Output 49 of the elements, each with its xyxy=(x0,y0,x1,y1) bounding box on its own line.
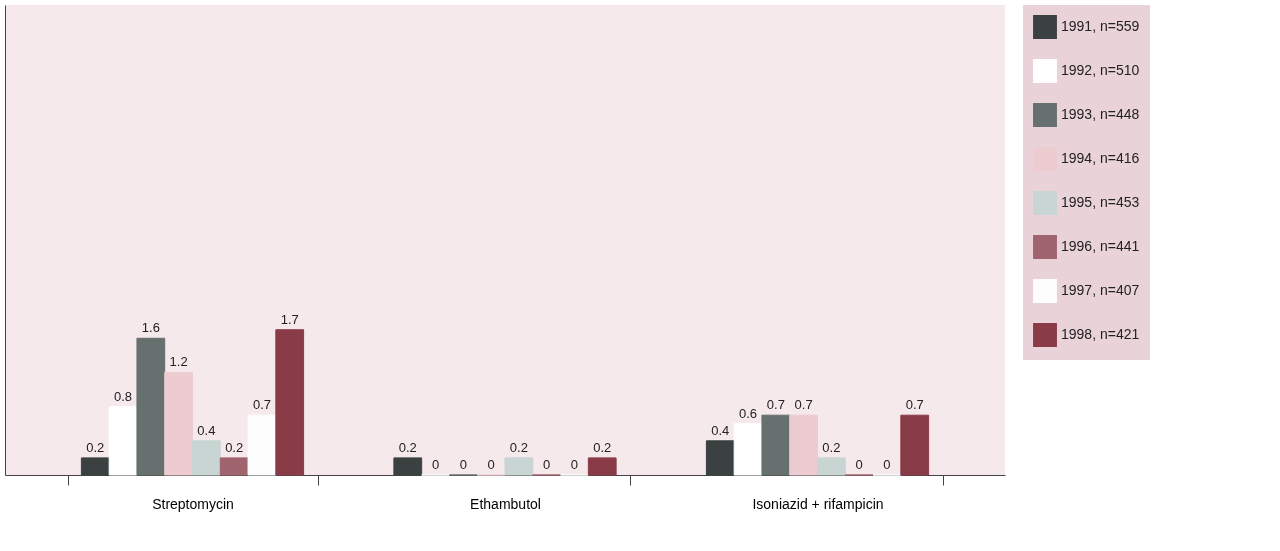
data-label: 0.8 xyxy=(114,388,133,404)
data-label: 0.2 xyxy=(86,439,105,455)
data-label: 0.4 xyxy=(711,422,730,438)
data-label: 0.2 xyxy=(225,439,244,455)
bar xyxy=(247,414,277,476)
legend-label: 1995, n=453 xyxy=(1061,194,1140,210)
legend-label: 1993, n=448 xyxy=(1061,106,1140,122)
bar xyxy=(504,457,534,476)
legend-label: 1997, n=407 xyxy=(1061,282,1140,298)
data-label: 0.2 xyxy=(398,439,417,455)
data-label: 0 xyxy=(883,457,891,472)
bar xyxy=(192,440,221,476)
data-label: 0.2 xyxy=(822,439,841,455)
legend-label: 1992, n=510 xyxy=(1061,62,1140,78)
data-label: 0.7 xyxy=(252,397,271,413)
bar xyxy=(587,457,617,476)
bar xyxy=(761,414,791,476)
bar xyxy=(219,457,249,476)
data-label: 0 xyxy=(570,457,579,472)
x-tick-label: Ethambutol xyxy=(470,495,541,512)
data-label: 0 xyxy=(487,457,495,472)
data-label: 0 xyxy=(543,457,551,472)
data-label: 1.6 xyxy=(141,320,160,336)
data-label: 1.7 xyxy=(280,311,299,327)
bar xyxy=(136,337,166,476)
data-label: 0.6 xyxy=(739,405,758,421)
data-label: 0 xyxy=(459,457,467,472)
data-label: 0.4 xyxy=(197,422,216,438)
legend-label: 1994, n=416 xyxy=(1061,150,1140,166)
legend-label: 1991, n=559 xyxy=(1061,18,1140,34)
bar xyxy=(817,457,846,476)
legend-label: 1998, n=421 xyxy=(1061,326,1140,342)
legend-label: 1996, n=441 xyxy=(1061,238,1140,254)
bar xyxy=(789,414,818,476)
data-label: 0.7 xyxy=(794,397,813,413)
data-label: 0.2 xyxy=(509,439,528,455)
data-label: 0.7 xyxy=(905,397,924,413)
x-tick-label: Isoniazid + rifampicin xyxy=(752,495,884,512)
data-label: 0.2 xyxy=(593,439,612,455)
bar xyxy=(275,329,305,476)
bar xyxy=(108,406,138,476)
x-tick-label: Streptomycin xyxy=(152,495,234,512)
bar xyxy=(900,414,930,476)
bar xyxy=(733,423,763,476)
data-label: 1.2 xyxy=(169,354,188,370)
bar xyxy=(164,371,193,476)
data-label: 0 xyxy=(431,457,440,472)
data-label: 0 xyxy=(855,457,863,472)
data-label: 0.7 xyxy=(766,397,785,413)
